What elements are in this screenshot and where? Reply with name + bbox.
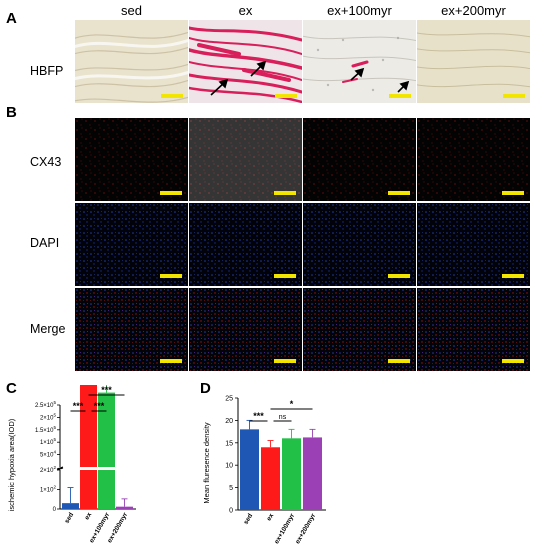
scale-bar (502, 274, 524, 278)
chart-d-sig-label: ns (279, 414, 287, 421)
chart-c-sig-label: *** (94, 401, 105, 411)
scale-bar (160, 191, 182, 195)
scale-bar (274, 274, 296, 278)
cx43-image-ex200 (417, 118, 530, 201)
dapi-image-ex100 (303, 203, 416, 286)
hbfp-image-ex (189, 20, 302, 103)
scale-bar (388, 191, 410, 195)
chart-c-bar (62, 503, 79, 509)
merge-image-ex200 (417, 288, 530, 371)
panel-label-d: D (200, 380, 211, 397)
chart-c-ytick-label: 1×105 (40, 437, 57, 446)
chart-c-ytick-label: 5×104 (40, 450, 57, 459)
chart-d-xtick-label: ex+100myr (273, 512, 296, 545)
chart-c-bar (98, 470, 115, 509)
chart-d-bar (303, 437, 322, 510)
chart-d-xtick-label: ex+200myr (294, 512, 317, 545)
chart-d-xtick-label: ex (266, 512, 276, 522)
dapi-image-ex200 (417, 203, 530, 286)
chart-d-ytick-label: 10 (225, 463, 233, 470)
hbfp-image-ex100 (303, 20, 416, 103)
chart-d-ytick-label: 20 (225, 418, 233, 425)
chart-c-ytick-label: 0 (53, 507, 57, 513)
chart-d-bar (240, 429, 259, 510)
chart-c-ytick-label: 1×102 (40, 485, 57, 494)
chart-c: ischemic hypoxia area(IOD) 0 1×102 2×102 5×… (7, 385, 136, 544)
scale-bar (274, 359, 296, 363)
scale-bar (502, 359, 524, 363)
chart-d-bar (282, 438, 301, 510)
column-title-ex: ex (238, 3, 253, 18)
chart-d-ytick-label: 0 (229, 508, 233, 515)
chart-d-bar (261, 447, 280, 510)
merge-image-ex100 (303, 288, 416, 371)
row-label-merge: Merge (30, 322, 66, 336)
scale-bar (502, 191, 524, 195)
dapi-image-sed (75, 203, 188, 286)
chart-d-ylabel: Mean fluresence density (202, 422, 211, 504)
cx43-image-ex (189, 118, 302, 201)
panel-label-b: B (6, 104, 17, 121)
cx43-image-ex100 (303, 118, 416, 201)
chart-d-ytick-label: 25 (225, 396, 233, 403)
chart-c-bar (80, 385, 97, 467)
chart-d-sig-label: *** (253, 411, 264, 421)
scale-bar (160, 359, 182, 363)
row-label-cx43: CX43 (30, 155, 62, 169)
chart-c-sig-label: *** (101, 385, 112, 395)
dapi-image-ex (189, 203, 302, 286)
panel-label-c: C (6, 380, 17, 397)
column-title-ex200: ex+200myr (441, 3, 506, 18)
chart-c-ytick-label: 2×105 (40, 412, 57, 421)
hbfp-image-ex200 (417, 20, 530, 103)
chart-d-ytick-label: 5 (229, 485, 233, 492)
chart-c-ylabel: ischemic hypoxia area(IOD) (7, 418, 16, 511)
column-title-ex100: ex+100myr (327, 3, 392, 18)
chart-c-ytick-label: 2×102 (40, 465, 57, 474)
merge-image-ex (189, 288, 302, 371)
chart-c-ytick-label: 2.5×105 (35, 400, 57, 409)
chart-c-ytick-label: 1.5×105 (35, 425, 57, 434)
chart-c-sig-label: *** (73, 401, 84, 411)
scale-bar (389, 94, 411, 98)
cx43-image-sed (75, 118, 188, 201)
scale-bar (274, 191, 296, 195)
chart-c-xtick-label: ex (84, 511, 94, 521)
scale-bar (160, 274, 182, 278)
scale-bar (275, 94, 297, 98)
chart-d-xtick-label: sed (243, 512, 255, 525)
merge-image-sed (75, 288, 188, 371)
chart-c-xtick-label: sed (64, 511, 76, 524)
hbfp-image-sed (75, 20, 188, 103)
scale-bar (161, 94, 183, 98)
chart-c-axis-break (56, 466, 64, 470)
column-title-sed: sed (121, 3, 142, 18)
row-label-dapi: DAPI (30, 236, 60, 250)
panel-label-a: A (6, 10, 17, 27)
scale-bar (503, 94, 525, 98)
scale-bar (388, 359, 410, 363)
chart-d-sig-label: * (290, 399, 294, 409)
chart-c-bar (80, 470, 97, 509)
chart-c-bar (116, 506, 133, 509)
chart-d: Mean fluresence density 0 5 10 15 20 25 *** ns… (202, 396, 326, 545)
row-label-hbfp: HBFP (30, 64, 64, 78)
chart-d-ytick-label: 15 (225, 440, 233, 447)
scale-bar (388, 274, 410, 278)
